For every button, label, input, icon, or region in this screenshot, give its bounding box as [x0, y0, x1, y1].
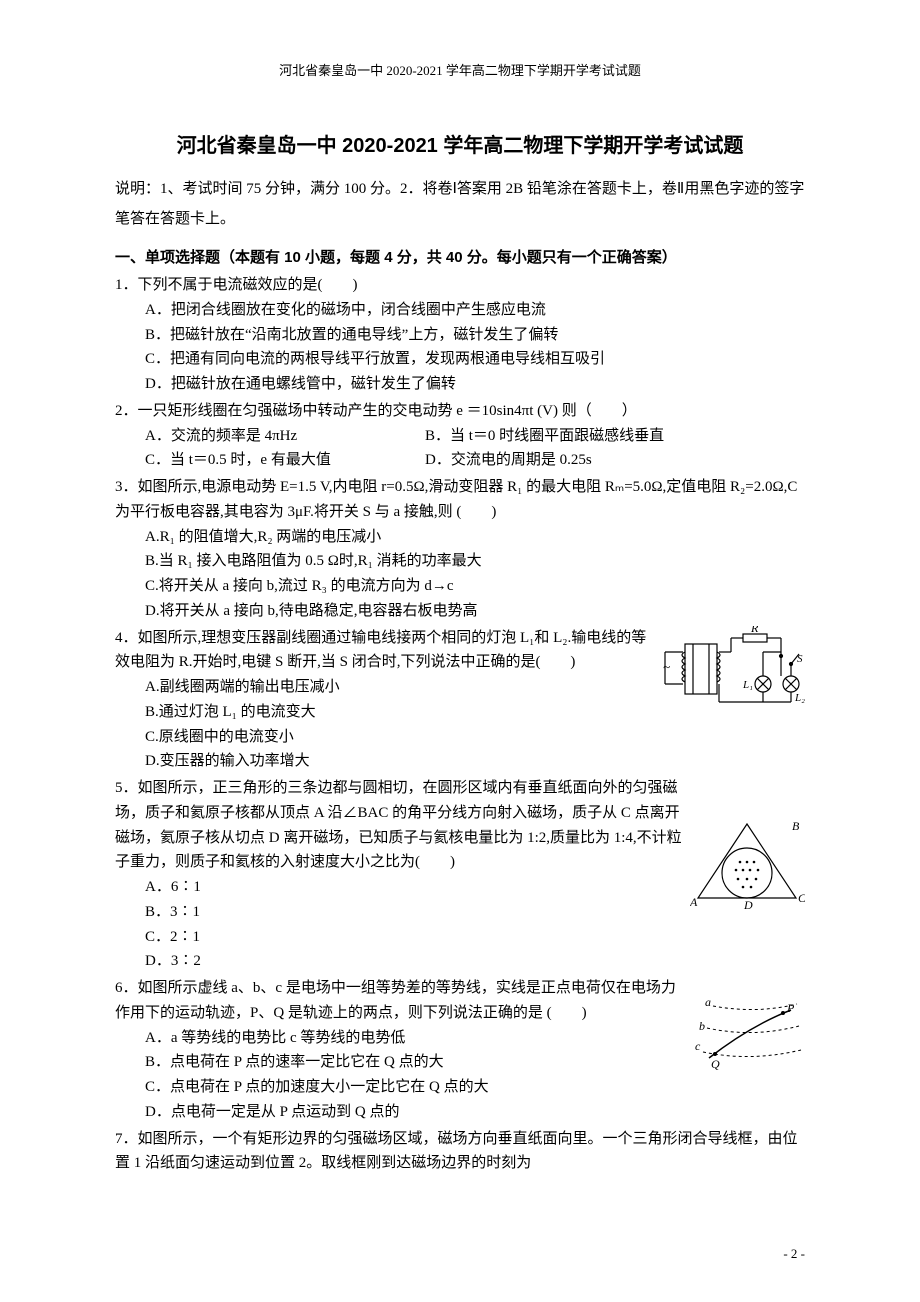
q5-option-d: D．3∶2: [115, 949, 805, 974]
question-5: B A C D 5．如图所示，正三角形的三条边都与圆相切，在圆形区域内有垂直纸面…: [115, 776, 805, 974]
q5-label-B: B: [792, 819, 800, 833]
q2-option-d: D．交流电的周期是 0.25s: [425, 448, 592, 473]
q4-sine: ~: [663, 659, 670, 674]
q3-option-a: A.R₁ 的阻值增大,R₂ 两端的电压减小: [115, 525, 805, 550]
q4-label-L1: L₁: [742, 679, 753, 691]
q6-label-P: P: [786, 1001, 795, 1015]
q1-option-a: A．把闭合线圈放在变化的磁场中，闭合线圈中产生感应电流: [115, 298, 805, 323]
question-7: 7．如图所示，一个有矩形边界的匀强磁场区域，磁场方向垂直纸面向里。一个三角形闭合…: [115, 1127, 805, 1177]
q7-stem: 7．如图所示，一个有矩形边界的匀强磁场区域，磁场方向垂直纸面向里。一个三角形闭合…: [115, 1127, 805, 1177]
section-title: 一、单项选择题（本题有 10 小题，每题 4 分，共 40 分。每小题只有一个正…: [115, 246, 805, 267]
q2-option-b: B．当 t＝0 时线圈平面跟磁感线垂直: [425, 424, 664, 449]
q5-label-A: A: [690, 895, 698, 909]
q1-option-d: D．把磁针放在通电螺线管中，磁针发生了偏转: [115, 372, 805, 397]
q2-option-a: A．交流的频率是 4πHz: [145, 424, 425, 449]
q3-option-d: D.将开关从 a 接向 b,待电路稳定,电容器右板电势高: [115, 599, 805, 624]
question-1: 1．下列不属于电流磁效应的是( ) A．把闭合线圈放在变化的磁场中，闭合线圈中产…: [115, 273, 805, 397]
q2-option-c: C．当 t＝0.5 时，e 有最大值: [145, 448, 425, 473]
q6-option-d: D．点电荷一定是从 P 点运动到 Q 点的: [115, 1100, 805, 1125]
q1-option-c: C．把通有同向电流的两根导线平行放置，发现两根通电导线相互吸引: [115, 347, 805, 372]
question-6: a b c P Q 6．如图所示虚线 a、b、c 是电场中一组等势差的等势线，实…: [115, 976, 805, 1125]
q6-label-c: c: [695, 1039, 701, 1053]
q1-stem: 1．下列不属于电流磁效应的是( ): [115, 273, 805, 298]
q4-option-d: D.变压器的输入功率增大: [115, 749, 805, 774]
question-4: ~ R L₁ L₂ S 4．如图所示,理想变压器副线圈通过输电线接两个相同的灯泡…: [115, 626, 805, 775]
q4-label-S: S: [797, 653, 803, 665]
question-3: 3．如图所示,电源电动势 E=1.5 V,内电阻 r=0.5Ω,滑动变阻器 R₁…: [115, 475, 805, 624]
q5-label-D: D: [743, 898, 753, 911]
q1-option-b: B．把磁针放在“沿南北放置的通电导线”上方，磁针发生了偏转: [115, 323, 805, 348]
q3-option-b: B.当 R₁ 接入电路阻值为 0.5 Ω时,R₁ 消耗的功率最大: [115, 549, 805, 574]
q6-label-b: b: [699, 1019, 705, 1033]
q5-diagram: B A C D: [690, 816, 805, 920]
q4-label-R: R: [750, 626, 759, 635]
page-header: 河北省秦皇岛一中 2020-2021 学年高二物理下学期开学考试试题: [115, 60, 805, 79]
exam-title: 河北省秦皇岛一中 2020-2021 学年高二物理下学期开学考试试题: [115, 129, 805, 158]
q4-label-L2: L₂: [794, 692, 805, 704]
q6-label-a: a: [705, 996, 711, 1009]
q5-option-c: C．2∶1: [115, 925, 805, 950]
q3-option-c: C.将开关从 a 接向 b,流过 R₃ 的电流方向为 d→c: [115, 574, 805, 599]
instructions: 说明：1、考试时间 75 分钟，满分 100 分。2．将卷Ⅰ答案用 2B 铅笔涂…: [115, 174, 805, 234]
q2-stem: 2．一只矩形线圈在匀强磁场中转动产生的交电动势 e ＝10sin4πt (V) …: [115, 399, 805, 424]
q3-stem: 3．如图所示,电源电动势 E=1.5 V,内电阻 r=0.5Ω,滑动变阻器 R₁…: [115, 475, 805, 525]
q6-diagram: a b c P Q: [695, 996, 805, 1080]
q4-diagram: ~ R L₁ L₂ S: [655, 626, 805, 730]
q6-label-Q: Q: [711, 1057, 720, 1071]
q5-label-C: C: [798, 891, 805, 905]
question-2: 2．一只矩形线圈在匀强磁场中转动产生的交电动势 e ＝10sin4πt (V) …: [115, 399, 805, 473]
page-number: - 2 -: [783, 1246, 805, 1262]
